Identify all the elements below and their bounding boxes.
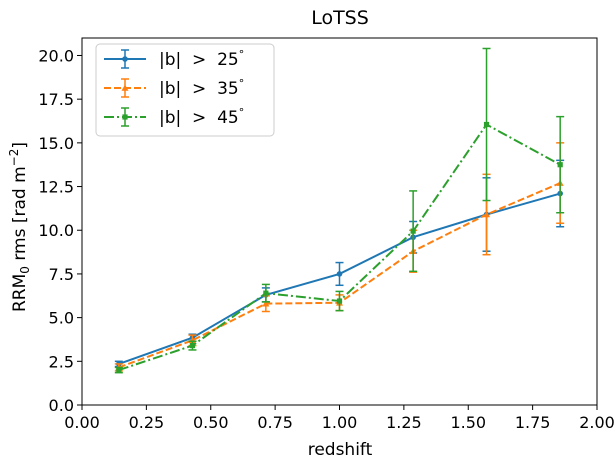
legend-marker [121, 84, 129, 91]
y-axis-title-main: RRM [10, 274, 30, 312]
x-axis-title: redshift [308, 440, 373, 460]
y-tick-label: 20.0 [38, 46, 74, 65]
data-point [483, 211, 491, 218]
legend-degree-symbol: ° [239, 106, 245, 119]
legend-degree-symbol: ° [239, 48, 245, 61]
legend-label: |b| > 35° [159, 77, 244, 99]
y-tick-label: 0.0 [49, 396, 74, 415]
x-tick-label: 1.50 [450, 413, 486, 432]
data-point [483, 121, 490, 128]
y-axis-title: RRM0 rms [rad m−2] [7, 142, 32, 312]
series-3 [114, 47, 565, 374]
y-tick-label: 15.0 [38, 134, 74, 153]
y-tick-label: 17.5 [38, 90, 74, 109]
data-point [336, 298, 343, 304]
legend: |b| > 25° |b| > 35° |b| > 45° [95, 43, 275, 137]
y-tick-label: 7.5 [49, 265, 74, 284]
x-tick-label: 1.00 [322, 413, 358, 432]
axes: 0.00 0.25 0.50 0.75 1.00 1.25 1.50 1.75 2.00 0.0 2… [38, 37, 614, 432]
legend-label: |b| > 25° [159, 48, 244, 70]
data-point [557, 162, 563, 168]
data-point [410, 228, 416, 234]
x-tick-label: 0.50 [193, 413, 229, 432]
legend-marker [122, 56, 128, 62]
plot-area [114, 47, 565, 374]
data-point [263, 290, 269, 296]
x-tick-label: 2.00 [579, 413, 614, 432]
y-tick-label: 2.5 [49, 352, 74, 371]
data-point [336, 271, 343, 277]
y-axis-title-subscript: 0 [18, 266, 32, 274]
y-axis-title-superscript: −2 [7, 149, 21, 167]
legend-label: |b| > 45° [159, 106, 244, 128]
legend-marker [122, 114, 128, 120]
data-point [262, 300, 270, 307]
legend-item-3: |b| > 45° [104, 106, 244, 128]
y-axis-title-suffix: rms [rad m [10, 166, 30, 266]
y-tick-label: 12.5 [38, 178, 74, 197]
legend-item-1: |b| > 25° [104, 48, 244, 70]
chart-title: LoTSS [311, 7, 369, 29]
legend-box [95, 43, 275, 137]
y-tick-label: 5.0 [49, 309, 74, 328]
y-tick-label: 10.0 [38, 221, 74, 240]
x-tick-label: 1.75 [515, 413, 551, 432]
legend-degree-symbol: ° [239, 77, 245, 90]
x-tick-label: 0.75 [257, 413, 293, 432]
x-tick-label: 0.00 [64, 413, 100, 432]
data-point [116, 367, 122, 373]
data-point [189, 342, 196, 349]
y-axis-title-close: ] [10, 142, 30, 149]
legend-item-2: |b| > 35° [104, 77, 244, 99]
x-tick-label: 1.25 [386, 413, 422, 432]
x-tick-label: 0.25 [129, 413, 165, 432]
